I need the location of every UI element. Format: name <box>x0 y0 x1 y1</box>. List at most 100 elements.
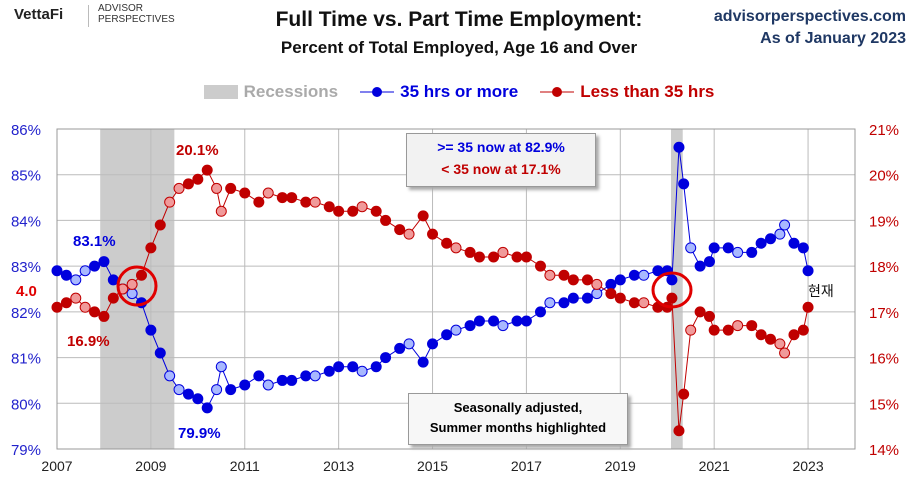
data-point-part-time <box>215 205 227 217</box>
data-point-part-time <box>253 196 265 208</box>
legend-label: 35 hrs or more <box>400 82 519 101</box>
data-point-full-time <box>347 361 359 373</box>
data-point-part-time <box>262 187 274 199</box>
data-point-full-time <box>581 292 593 304</box>
y-right-tick-label: 20% <box>869 168 899 185</box>
y-right-tick-label: 15% <box>869 396 899 413</box>
logo-line2: PERSPECTIVES <box>98 14 175 25</box>
data-point-full-time <box>732 246 744 258</box>
data-point-part-time <box>673 425 685 437</box>
data-point-part-time <box>520 251 532 263</box>
data-point-part-time <box>797 324 809 336</box>
data-point-full-time <box>797 242 809 254</box>
y-left-tick-label: 81% <box>11 351 41 368</box>
data-point-part-time <box>464 246 476 258</box>
data-point-part-time <box>333 205 345 217</box>
red-line-marker-icon <box>540 87 575 97</box>
y-left-tick-label: 84% <box>11 213 41 230</box>
legend: Recessions 35 hrs or more Less than 35 h… <box>0 82 918 102</box>
data-point-part-time <box>394 224 406 236</box>
x-tick-label: 2023 <box>792 458 823 474</box>
note-line2: Summer months highlighted <box>429 420 607 435</box>
data-point-part-time <box>685 324 697 336</box>
x-tick-label: 2019 <box>605 458 636 474</box>
data-point-part-time <box>309 196 321 208</box>
chart-subtitle: Percent of Total Employed, Age 16 and Ov… <box>280 38 638 57</box>
data-point-part-time <box>450 242 462 254</box>
data-point-full-time <box>309 370 321 382</box>
data-point-full-time <box>544 297 556 309</box>
data-point-part-time <box>145 242 157 254</box>
y-right-tick-label: 16% <box>869 351 899 368</box>
note-line1: Seasonally adjusted, <box>453 400 583 415</box>
data-point-full-time <box>403 338 415 350</box>
data-point-part-time <box>89 306 101 318</box>
advisor-perspectives-logo: ADVISOR PERSPECTIVES <box>98 3 175 25</box>
note-box: Seasonally adjusted, Summer months highl… <box>408 393 628 445</box>
current-values-box: >= 35 now at 82.9% < 35 now at 17.1% <box>406 133 596 187</box>
data-point-part-time <box>666 292 678 304</box>
data-point-full-time <box>164 370 176 382</box>
data-point-full-time <box>464 320 476 332</box>
data-point-part-time <box>755 329 767 341</box>
data-point-part-time <box>51 301 63 313</box>
data-point-part-time <box>201 164 213 176</box>
y-right-tick-label: 18% <box>869 259 899 276</box>
data-point-full-time <box>694 260 706 272</box>
data-point-full-time <box>253 370 265 382</box>
data-point-full-time <box>356 365 368 377</box>
y-left-tick-label: 83% <box>11 259 41 276</box>
data-point-part-time <box>173 182 185 194</box>
data-point-full-time <box>262 379 274 391</box>
data-point-full-time <box>614 274 626 286</box>
y-right-tick-label: 14% <box>869 442 899 459</box>
data-point-part-time <box>746 320 758 332</box>
label-full-peak: 83.1% <box>73 233 116 250</box>
data-point-part-time <box>703 310 715 322</box>
data-point-full-time <box>211 384 223 396</box>
legend-recessions: Recessions <box>203 82 338 102</box>
y-left-tick-label: 85% <box>11 168 41 185</box>
data-point-full-time <box>511 315 523 327</box>
data-point-part-time <box>276 192 288 204</box>
data-point-full-time <box>380 352 392 364</box>
x-tick-label: 2007 <box>41 458 72 474</box>
data-point-part-time <box>638 297 650 309</box>
data-point-part-time <box>370 205 382 217</box>
data-point-part-time <box>558 269 570 281</box>
data-point-part-time <box>628 297 640 309</box>
data-point-part-time <box>779 347 791 359</box>
plot-border <box>56 128 856 450</box>
data-point-part-time <box>225 182 237 194</box>
data-point-full-time <box>154 347 166 359</box>
data-point-full-time <box>520 315 532 327</box>
highlight-circle <box>651 271 693 309</box>
data-point-full-time <box>173 384 185 396</box>
x-tick-label: 2013 <box>323 458 354 474</box>
data-point-part-time <box>323 201 335 213</box>
data-point-full-time <box>192 393 204 405</box>
y-left-tick-label: 79% <box>11 442 41 459</box>
data-point-full-time <box>703 256 715 268</box>
data-point-full-time <box>276 374 288 386</box>
data-point-full-time <box>394 342 406 354</box>
data-point-part-time <box>732 320 744 332</box>
label-part-low: 16.9% <box>67 333 110 350</box>
data-point-full-time <box>788 237 800 249</box>
data-point-part-time <box>347 205 359 217</box>
y-left-tick-label: 82% <box>11 305 41 322</box>
data-point-full-time <box>673 141 685 153</box>
data-point-part-time <box>239 187 251 199</box>
part-now-label: < 35 now at 17.1% <box>441 161 561 177</box>
chart-title: Full Time vs. Part Time Employment: <box>275 8 643 31</box>
recession-band <box>100 129 175 449</box>
data-point-full-time <box>225 384 237 396</box>
data-point-full-time <box>145 324 157 336</box>
data-point-part-time <box>567 274 579 286</box>
label-full-low: 79.9% <box>178 425 221 442</box>
data-point-full-time <box>628 269 640 281</box>
data-point-full-time <box>488 315 500 327</box>
data-point-part-time <box>356 201 368 213</box>
data-point-part-time <box>473 251 485 263</box>
